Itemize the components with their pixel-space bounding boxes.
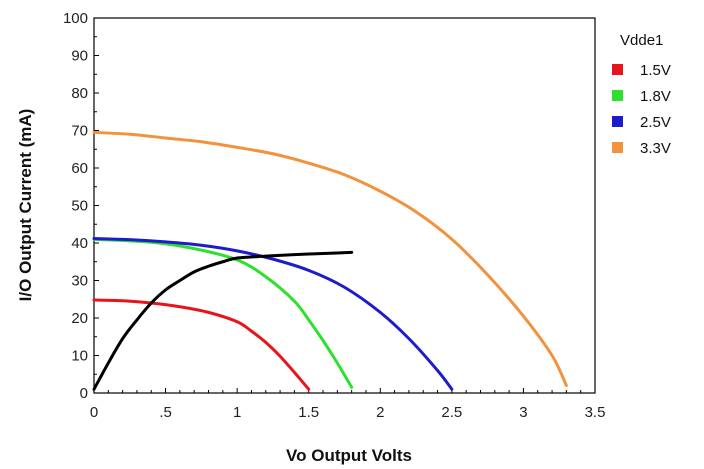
legend-label: 2.5V [640, 114, 671, 131]
legend-swatch [612, 90, 623, 101]
legend-label: 1.5V [640, 62, 671, 79]
y-tick-label: 80 [71, 85, 88, 102]
y-tick-label: 30 [71, 273, 88, 290]
y-tick-label: 50 [71, 198, 88, 215]
x-tick-label: 1 [233, 404, 241, 421]
x-axis-ticks: 0 .5 1 1.5 2 2.5 3 3.5 [90, 388, 606, 421]
legend-title: Vdde1 [620, 32, 663, 49]
series-layer [92, 130, 568, 391]
y-tick-label: 10 [71, 348, 88, 365]
y-tick-label: 40 [71, 235, 88, 252]
legend-label: 1.8V [640, 88, 671, 105]
x-tick-label: 0 [90, 404, 98, 421]
legend-swatch [612, 142, 623, 153]
x-tick-label: 2 [376, 404, 384, 421]
plot-frame [93, 17, 596, 394]
y-tick-label: 60 [71, 160, 88, 177]
y-tick-label: 90 [71, 48, 88, 65]
series-line-2-5V [92, 237, 454, 391]
x-tick-label: 3.5 [585, 404, 606, 421]
x-axis-title: Vo Output Volts [286, 446, 412, 465]
legend-label: 3.3V [640, 140, 671, 157]
y-tick-label: 100 [63, 10, 88, 27]
y-axis-ticks: 0 10 20 30 40 50 60 70 80 90 100 [63, 10, 99, 402]
series-line-3-3V [92, 130, 568, 387]
legend-swatch [612, 116, 623, 127]
x-tick-label: .5 [159, 404, 172, 421]
x-tick-label: 2.5 [441, 404, 462, 421]
legend: Vdde1 1.5V 1.8V 2.5V 3.3V [612, 32, 671, 157]
y-tick-label: 20 [71, 310, 88, 327]
y-axis-title: I/O Output Current (mA) [16, 109, 35, 302]
y-tick-label: 70 [71, 123, 88, 140]
series-line-black [92, 250, 354, 391]
y-tick-label: 0 [80, 385, 88, 402]
legend-swatch [612, 64, 623, 75]
series-line-1-8V [92, 237, 354, 389]
series-line-1-5V [92, 298, 311, 391]
x-tick-label: 1.5 [298, 404, 319, 421]
x-tick-label: 3 [519, 404, 527, 421]
plot-border [93, 17, 596, 394]
